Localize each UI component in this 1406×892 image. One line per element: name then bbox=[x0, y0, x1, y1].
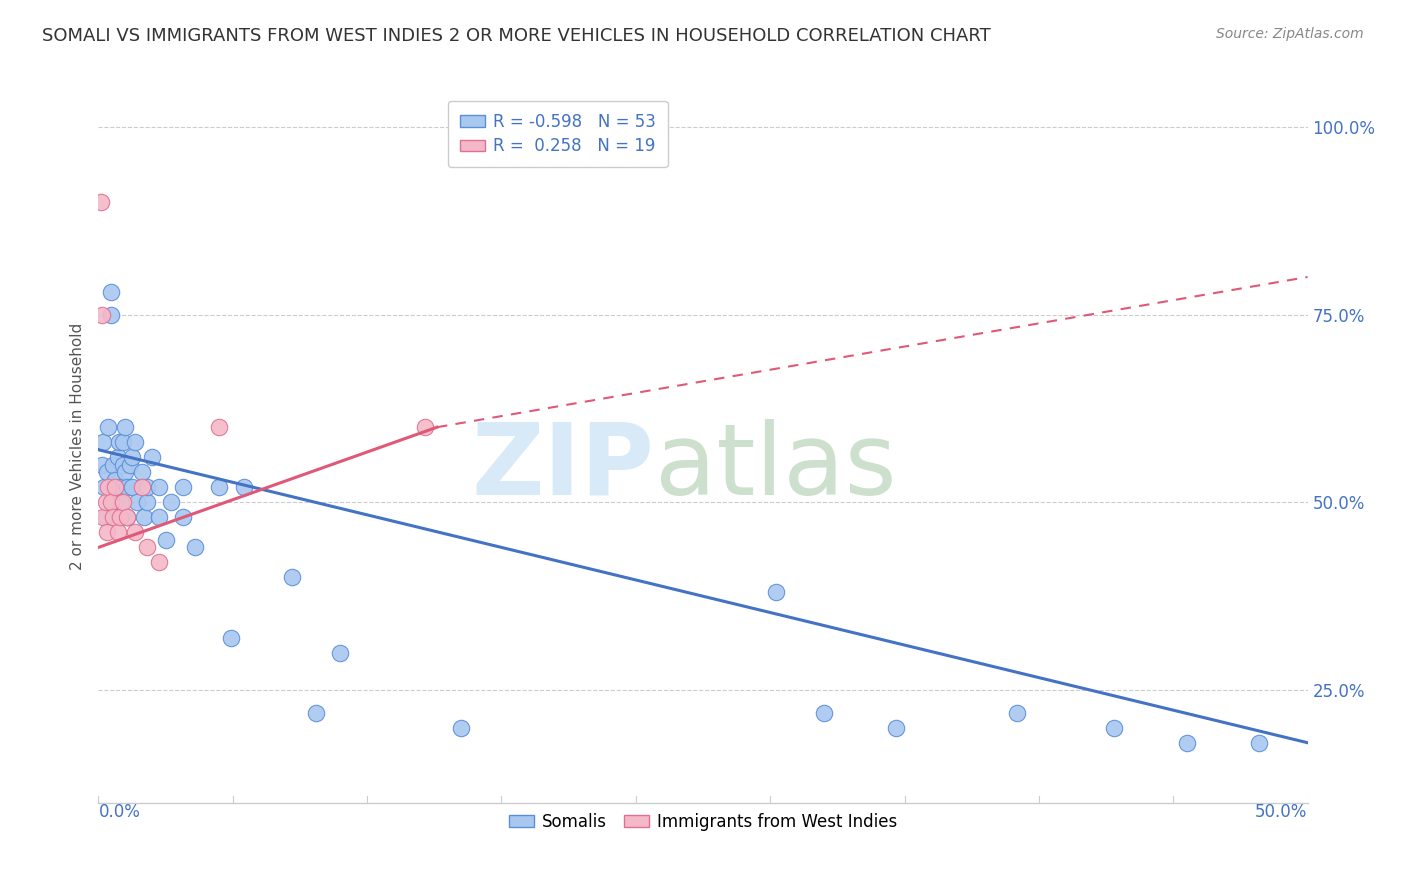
Text: 50.0%: 50.0% bbox=[1256, 803, 1308, 821]
Point bbox=[117, 480, 139, 494]
Point bbox=[208, 420, 231, 434]
Point bbox=[134, 510, 156, 524]
Point bbox=[813, 706, 835, 720]
Point bbox=[94, 510, 117, 524]
Point bbox=[111, 495, 134, 509]
Point bbox=[117, 510, 139, 524]
Point bbox=[100, 495, 122, 509]
Point bbox=[1102, 721, 1125, 735]
Y-axis label: 2 or more Vehicles in Household: 2 or more Vehicles in Household bbox=[69, 322, 84, 570]
Point bbox=[121, 450, 143, 465]
Point bbox=[90, 194, 112, 209]
Point bbox=[135, 541, 157, 555]
Point bbox=[91, 308, 114, 322]
Point bbox=[886, 721, 908, 735]
Point bbox=[124, 435, 146, 450]
Point bbox=[148, 556, 170, 570]
Point bbox=[108, 480, 131, 494]
Point bbox=[172, 510, 194, 524]
Point bbox=[108, 510, 131, 524]
Point bbox=[111, 458, 134, 472]
Point bbox=[124, 525, 146, 540]
Point bbox=[281, 570, 304, 584]
Text: ZIP: ZIP bbox=[472, 419, 655, 516]
Point bbox=[107, 525, 129, 540]
Point bbox=[101, 458, 124, 472]
Point bbox=[329, 646, 352, 660]
Point bbox=[117, 510, 139, 524]
Point bbox=[91, 435, 114, 450]
Point bbox=[108, 435, 131, 450]
Point bbox=[100, 285, 122, 299]
Point bbox=[118, 458, 141, 472]
Text: 0.0%: 0.0% bbox=[98, 803, 141, 821]
Text: SOMALI VS IMMIGRANTS FROM WEST INDIES 2 OR MORE VEHICLES IN HOUSEHOLD CORRELATIO: SOMALI VS IMMIGRANTS FROM WEST INDIES 2 … bbox=[42, 27, 991, 45]
Point bbox=[141, 450, 163, 465]
Point bbox=[94, 495, 117, 509]
Point bbox=[104, 473, 127, 487]
Point bbox=[148, 480, 170, 494]
Point bbox=[110, 495, 132, 509]
Point bbox=[104, 480, 127, 494]
Point bbox=[127, 495, 149, 509]
Point bbox=[1249, 736, 1271, 750]
Point bbox=[93, 480, 115, 494]
Point bbox=[107, 450, 129, 465]
Point bbox=[232, 480, 254, 494]
Point bbox=[305, 706, 328, 720]
Point bbox=[148, 510, 170, 524]
Point bbox=[208, 480, 231, 494]
Point bbox=[101, 510, 124, 524]
Point bbox=[96, 465, 118, 479]
Point bbox=[155, 533, 177, 547]
Text: Source: ZipAtlas.com: Source: ZipAtlas.com bbox=[1216, 27, 1364, 41]
Point bbox=[96, 525, 118, 540]
Point bbox=[111, 435, 134, 450]
Point bbox=[135, 495, 157, 509]
Point bbox=[413, 420, 436, 434]
Point bbox=[91, 510, 114, 524]
Point bbox=[131, 480, 153, 494]
Point bbox=[97, 420, 120, 434]
Point bbox=[450, 721, 472, 735]
Point bbox=[221, 631, 243, 645]
Point bbox=[172, 480, 194, 494]
Point bbox=[91, 458, 114, 472]
Point bbox=[131, 465, 153, 479]
Point bbox=[114, 420, 136, 434]
Point bbox=[184, 541, 207, 555]
Point bbox=[104, 495, 127, 509]
Point bbox=[111, 480, 134, 494]
Point bbox=[135, 480, 157, 494]
Point bbox=[160, 495, 183, 509]
Point bbox=[1175, 736, 1198, 750]
Point bbox=[114, 465, 136, 479]
Point bbox=[97, 480, 120, 494]
Point bbox=[1007, 706, 1029, 720]
Legend: Somalis, Immigrants from West Indies: Somalis, Immigrants from West Indies bbox=[502, 806, 904, 838]
Text: atlas: atlas bbox=[655, 419, 896, 516]
Point bbox=[765, 585, 787, 599]
Point bbox=[121, 480, 143, 494]
Point bbox=[100, 308, 122, 322]
